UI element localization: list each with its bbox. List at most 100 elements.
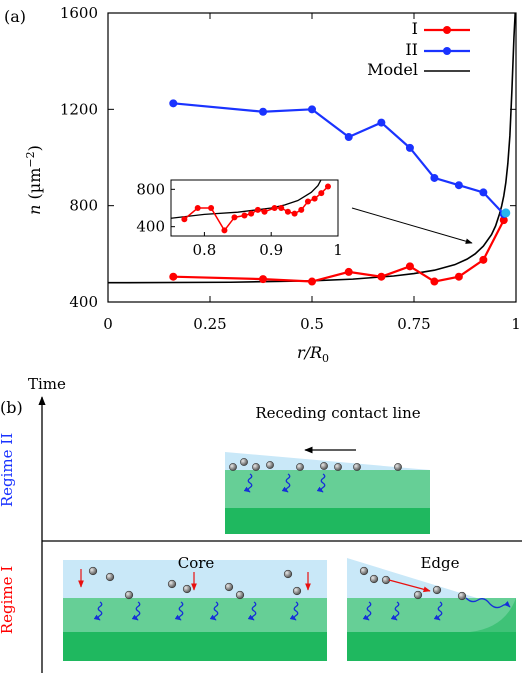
particle: [292, 586, 302, 596]
x-axis-label: r/R0: [297, 343, 329, 365]
point-i: [324, 183, 331, 190]
particle: [457, 591, 467, 601]
core-substrate-light: [63, 598, 327, 632]
particle: [296, 463, 304, 471]
axis-ticks: 0 0.25 0.5 0.75 1 400 800 1200 1600: [60, 4, 521, 333]
panel-a: (a) 0 0.25 0.5 0.75 1 400 800 1200 1600 n (µm−2)…: [4, 4, 521, 365]
y-tick-label: 400: [69, 293, 98, 311]
inset-y-tick-label: 800: [136, 180, 165, 198]
inset-y-tick-label: 400: [136, 218, 165, 236]
point-ii: [169, 99, 178, 108]
inset-x-tick-label: 0.9: [259, 241, 283, 259]
point-ii: [377, 118, 386, 127]
point-i: [208, 205, 215, 211]
point-ii: [430, 173, 439, 182]
diffusion-arrow: [247, 601, 257, 621]
diffusion-arrow: [174, 601, 184, 621]
particle: [252, 463, 260, 471]
x-tick-label: 0.25: [193, 315, 226, 333]
receding-liquid-wedge: [225, 452, 430, 470]
panel-a-label: (a): [4, 7, 26, 26]
point-i: [248, 210, 255, 217]
edge-substrate-light: [347, 598, 516, 632]
point-i: [304, 198, 311, 205]
diffusion-arrow: [316, 473, 326, 493]
point-i: [278, 205, 285, 211]
series-line-ii: [173, 102, 505, 215]
receding-diffusion-arrows: [243, 473, 326, 493]
particle: [283, 569, 293, 579]
particle: [105, 572, 115, 582]
core-diffusion-arrows: [93, 601, 299, 621]
core-scene: Core: [63, 554, 327, 661]
point-i: [221, 227, 228, 234]
point-i: [298, 206, 305, 213]
receding-particles: [229, 458, 402, 471]
diffusion-arrow: [281, 473, 291, 493]
diffusion-arrow: [93, 601, 103, 621]
legend-marker-I: [443, 26, 451, 34]
point-ii: [479, 188, 488, 197]
particle: [229, 463, 237, 471]
particle: [413, 590, 423, 600]
particle: [394, 463, 402, 471]
point-i: [254, 206, 261, 213]
legend-label-I: I: [412, 19, 418, 38]
diffusion-arrow: [131, 601, 141, 621]
receding-substrate-dark: [225, 508, 430, 534]
y-tick-label: 1200: [60, 100, 98, 118]
point-i: [405, 262, 414, 271]
y-tick-label: 800: [69, 197, 98, 215]
core-substrate-dark: [63, 632, 327, 661]
particle: [124, 590, 134, 600]
panel-b: (b) Time Regime II Regime I Receding con…: [0, 375, 522, 673]
diffusion-arrow: [433, 601, 443, 621]
point-i: [311, 195, 318, 202]
x-tick-label: 1: [511, 315, 521, 333]
point-i: [454, 272, 463, 281]
particle: [381, 575, 391, 585]
series-layer: [108, 13, 516, 286]
y-axis-label: n (µm−2): [24, 145, 44, 215]
diffusion-arrow: [243, 473, 253, 493]
legend: I II Model: [367, 19, 470, 79]
panel-b-label: (b): [0, 398, 23, 417]
edge-substrate-dark: [347, 632, 516, 661]
point-i: [241, 212, 248, 219]
receding-label: Receding contact line: [255, 404, 420, 422]
legend-label-model: Model: [367, 60, 418, 79]
point-i: [284, 208, 291, 215]
particle: [240, 458, 248, 466]
series-line-i: [173, 219, 505, 283]
point-ii: [454, 181, 463, 190]
particle: [353, 463, 361, 471]
core-label: Core: [178, 554, 215, 572]
core-particles: [88, 566, 302, 600]
point-ii: [405, 143, 414, 152]
point-i: [261, 208, 268, 215]
inset-x-tick-label: 1: [333, 241, 343, 259]
particle: [235, 590, 245, 600]
point-ii: [308, 105, 316, 114]
particle: [359, 566, 369, 576]
legend-label-II: II: [405, 40, 418, 59]
regime-II-label: Regime II: [0, 433, 16, 507]
receding-scene: Receding contact line: [225, 404, 430, 534]
point-i: [318, 190, 325, 197]
point-i: [377, 272, 386, 281]
x-tick-label: 0.5: [300, 315, 324, 333]
particle: [224, 582, 234, 592]
x-tick-label: 0: [103, 315, 113, 333]
point-i: [231, 214, 238, 221]
particle: [88, 566, 98, 576]
diffusion-arrow: [362, 601, 372, 621]
series-line-model: [108, 13, 516, 284]
particle: [266, 461, 274, 469]
edge-diffusion-arrows: [362, 597, 511, 621]
particle: [369, 574, 379, 584]
edge-liquid-wedge: [347, 558, 477, 598]
point-i: [169, 272, 178, 281]
point-i: [499, 216, 508, 225]
point-i: [430, 277, 439, 286]
